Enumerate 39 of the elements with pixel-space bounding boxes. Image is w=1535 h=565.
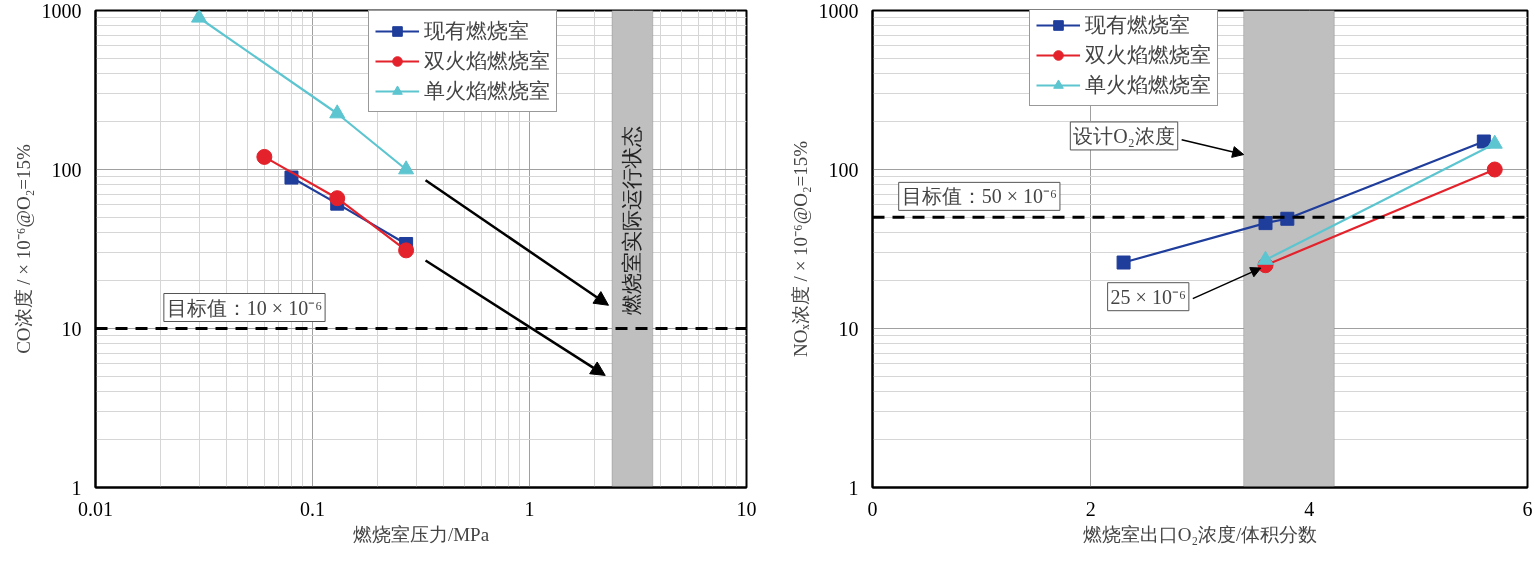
x-tick-label: 1 [524, 497, 535, 520]
legend-label: 双火焰燃烧室 [1085, 42, 1212, 69]
point [329, 104, 346, 119]
legend-label: 单火焰燃烧室 [424, 78, 551, 105]
x-tick-label: 4 [1304, 497, 1315, 520]
x-axis-title: 燃烧室压力/MPa [352, 523, 490, 545]
legend-label: 单火焰燃烧室 [1085, 72, 1212, 99]
ref-line-label: 目标值：50 × 10⁻⁶ [901, 185, 1057, 208]
y-tick-label: 1 [71, 476, 82, 499]
annotation: 25 × 10⁻⁶ [1110, 285, 1186, 308]
y-tick-label: 1000 [818, 0, 859, 22]
x-tick-label: 2 [1085, 497, 1096, 520]
point [398, 242, 415, 259]
point [329, 190, 346, 207]
point [398, 160, 415, 175]
x-tick-label: 10 [736, 497, 757, 520]
y-tick-label: 100 [51, 158, 82, 181]
point [1486, 161, 1503, 178]
ref-line-label: 目标值：10 × 10⁻⁶ [166, 296, 323, 319]
y-tick-label: 1000 [41, 0, 82, 22]
x-tick-label: 6 [1522, 497, 1533, 520]
x-axis-title: 燃烧室出口O₂浓度/体积分数 [1082, 523, 1318, 545]
point [1258, 216, 1273, 231]
y-tick-label: 10 [61, 317, 82, 340]
legend-label: 双火焰燃烧室 [424, 48, 551, 75]
legend-label: 现有燃烧室 [424, 18, 530, 45]
y-axis-title: CO浓度 / × 10⁻⁶@O₂=15% [12, 144, 34, 354]
band-label: 设计O₂浓度 [1073, 124, 1175, 147]
y-tick-label: 10 [838, 317, 859, 340]
band-label: 燃烧室实际运行状态 [620, 125, 645, 315]
y-tick-label: 100 [828, 158, 859, 181]
x-tick-label: 0.1 [300, 497, 325, 520]
legend-label: 现有燃烧室 [1085, 12, 1191, 39]
x-tick-label: 0.01 [78, 497, 113, 520]
point [1116, 255, 1131, 270]
y-axis-title: NOₓ浓度 / × 10⁻⁶@O₂=15% [789, 140, 811, 358]
x-tick-label: 0 [867, 497, 878, 520]
point [1280, 211, 1295, 226]
y-tick-label: 1 [848, 476, 859, 499]
